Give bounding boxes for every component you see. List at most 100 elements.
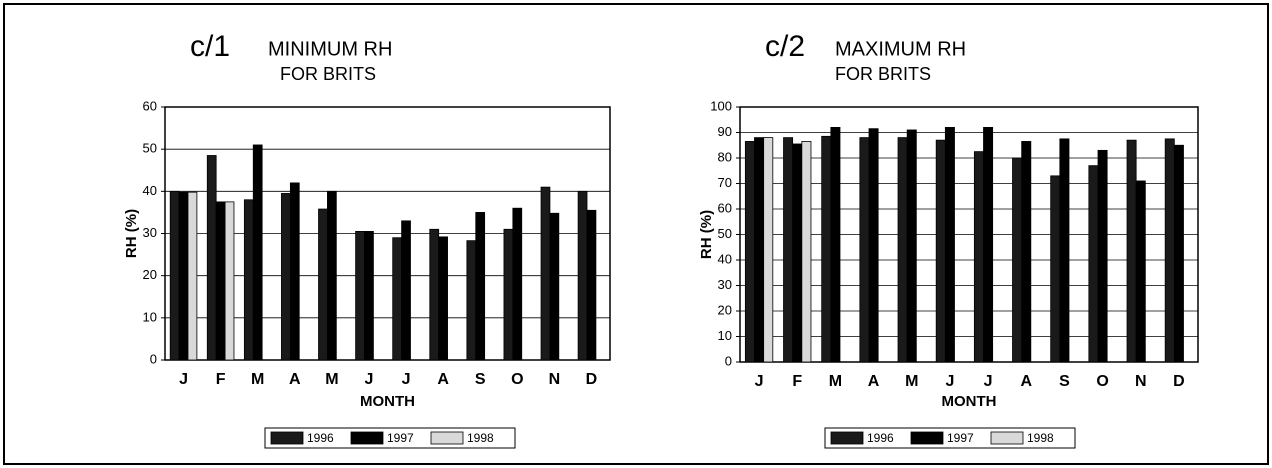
bar [252, 144, 263, 361]
x-tick-label: J [755, 373, 764, 390]
bar [281, 193, 291, 361]
bar [983, 127, 994, 363]
x-tick-label: M [829, 373, 842, 390]
legend-label: 1997 [387, 431, 414, 445]
legend-label: 1996 [867, 431, 894, 445]
legend-label: 1998 [1027, 431, 1054, 445]
chart-label: c/2 [765, 30, 805, 63]
bar [206, 155, 217, 361]
bar [475, 212, 486, 361]
bar [801, 141, 812, 363]
bar [289, 182, 300, 361]
bar [1088, 165, 1099, 363]
bar [792, 143, 803, 363]
bar [1126, 139, 1137, 363]
x-tick-label: A [437, 371, 449, 388]
bar [401, 220, 411, 361]
y-tick-label: 0 [725, 353, 732, 368]
bar [1050, 175, 1061, 363]
bar [763, 137, 774, 363]
bar [830, 127, 841, 363]
bar [1164, 138, 1175, 363]
x-tick-label: M [325, 371, 338, 388]
legend-label: 1998 [467, 431, 494, 445]
bar [906, 129, 917, 363]
bar [503, 228, 514, 361]
bar [935, 139, 946, 363]
bar [318, 208, 328, 361]
bar [169, 190, 180, 361]
y-tick-label: 40 [718, 251, 732, 266]
x-tick-label: A [289, 371, 301, 388]
y-tick-label: 50 [718, 226, 732, 241]
chart-title: MINIMUM RH [268, 38, 392, 60]
bar [549, 212, 560, 361]
bar [1135, 180, 1146, 363]
x-tick-label: F [792, 373, 802, 390]
x-tick-label: J [984, 373, 993, 390]
bar [577, 190, 588, 361]
y-tick-label: 80 [718, 149, 732, 164]
x-tick-label: O [511, 371, 523, 388]
bar [243, 199, 254, 361]
y-tick-label: 70 [718, 175, 732, 190]
bar [215, 201, 226, 361]
y-tick-label: 0 [150, 351, 157, 366]
bar [1021, 141, 1032, 363]
y-tick-label: 20 [143, 267, 157, 282]
bar [821, 135, 832, 363]
x-tick-label: D [586, 371, 598, 388]
bar [429, 228, 440, 361]
y-axis-label: RH (%) [123, 209, 140, 258]
legend-swatch [990, 431, 1024, 445]
y-tick-label: 30 [718, 277, 732, 292]
bar [897, 137, 908, 363]
bar [973, 151, 984, 363]
x-tick-label: N [1135, 373, 1147, 390]
y-tick-label: 40 [143, 183, 157, 198]
bar [187, 191, 198, 361]
y-tick-label: 30 [143, 225, 157, 240]
bar [364, 230, 374, 361]
x-tick-label: N [549, 371, 561, 388]
bar [859, 137, 870, 363]
x-tick-label: F [216, 371, 226, 388]
legend-label: 1997 [947, 431, 974, 445]
legend-swatch [830, 431, 864, 445]
x-tick-label: A [868, 373, 880, 390]
y-tick-label: 60 [718, 200, 732, 215]
x-axis-label: MONTH [942, 393, 997, 410]
bar [224, 201, 235, 361]
y-tick-label: 10 [143, 309, 157, 324]
x-tick-label: S [475, 371, 486, 388]
chart-subtitle: FOR BRITS [280, 64, 376, 84]
y-tick-label: 100 [710, 98, 732, 113]
bar [1173, 144, 1184, 363]
y-axis-label: RH (%) [698, 210, 715, 259]
x-tick-label: A [1020, 373, 1032, 390]
bar [438, 236, 448, 361]
bar [868, 128, 879, 363]
legend-swatch [910, 431, 944, 445]
bar [466, 240, 477, 361]
bar [392, 237, 402, 361]
bar [355, 230, 365, 361]
bar [1059, 138, 1070, 363]
chart-title: MAXIMUM RH [835, 38, 966, 60]
bar [586, 209, 597, 361]
bar [754, 137, 765, 363]
chart-subtitle: FOR BRITS [835, 64, 931, 84]
x-axis-label: MONTH [360, 393, 415, 410]
chart-label: c/1 [190, 30, 230, 63]
x-tick-label: S [1059, 373, 1070, 390]
x-tick-label: M [905, 373, 918, 390]
bar [744, 141, 755, 363]
bar [1097, 149, 1108, 363]
bar [327, 190, 337, 361]
bar [1012, 157, 1023, 363]
x-tick-label: M [251, 371, 264, 388]
legend-swatch [350, 431, 384, 445]
y-tick-label: 20 [718, 302, 732, 317]
x-tick-label: J [365, 371, 374, 388]
